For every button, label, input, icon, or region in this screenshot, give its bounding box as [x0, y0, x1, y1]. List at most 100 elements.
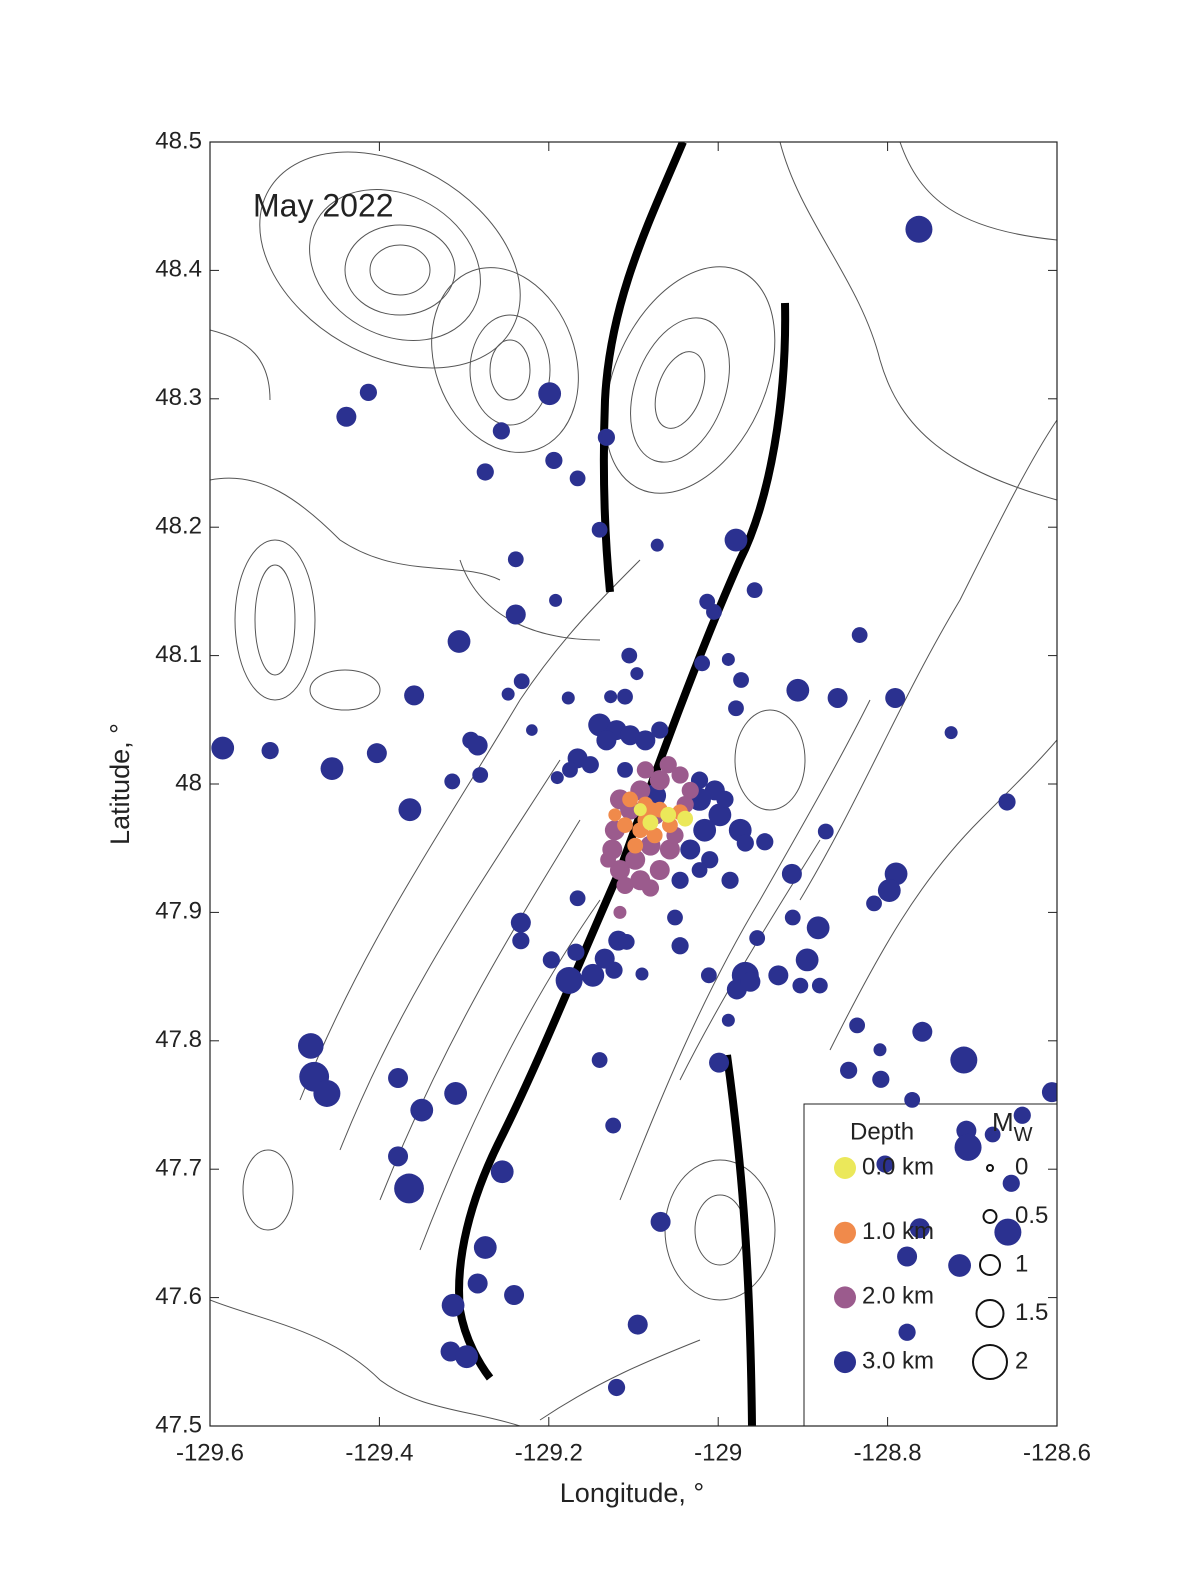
size-legend-label: 0: [1015, 1153, 1028, 1180]
contour: [344, 224, 456, 316]
event-point: [622, 791, 639, 808]
event-point: [604, 690, 618, 704]
event-point: [616, 876, 634, 895]
y-tick-label: 48.3: [155, 384, 202, 411]
y-tick-label: 48: [175, 769, 202, 796]
contour: [234, 539, 316, 701]
event-point: [650, 538, 664, 552]
event-point: [749, 930, 766, 946]
event-point: [700, 967, 717, 984]
event-point: [649, 770, 670, 791]
y-tick-label: 47.8: [155, 1026, 202, 1053]
event-point: [724, 528, 748, 552]
event-point: [636, 761, 654, 779]
event-point: [740, 971, 761, 992]
event-point: [667, 909, 683, 926]
event-point: [507, 551, 524, 568]
contour: [369, 244, 431, 296]
event-point: [605, 1117, 622, 1134]
contour: [619, 699, 871, 1201]
contour: [734, 709, 806, 811]
event-point: [994, 1218, 1022, 1246]
event-point: [827, 687, 848, 708]
event-point: [609, 860, 630, 881]
event-point: [708, 803, 732, 827]
event-point: [691, 862, 708, 878]
size-legend-label: 2: [1015, 1347, 1028, 1374]
event-point: [476, 463, 494, 481]
event-point: [591, 521, 608, 538]
legend-swatch: [834, 1157, 856, 1179]
event-point: [671, 871, 689, 889]
event-point: [597, 428, 615, 446]
size-legend-title: MW: [992, 1107, 1033, 1146]
event-point: [660, 806, 677, 823]
contour: [630, 317, 730, 463]
contour: [339, 759, 561, 1151]
event-point: [984, 1126, 1001, 1143]
event-point: [721, 1013, 735, 1027]
contour: [469, 314, 551, 426]
event-point: [600, 851, 616, 868]
event-point: [877, 879, 901, 902]
size-legend-label: 0.5: [1015, 1202, 1048, 1229]
y-tick-label: 48.5: [155, 127, 202, 154]
event-point: [851, 627, 868, 643]
event-point: [746, 582, 763, 599]
event-point: [562, 761, 578, 778]
contour: [242, 1149, 294, 1231]
y-tick-label: 48.2: [155, 513, 202, 540]
event-point: [872, 1070, 890, 1088]
event-point: [876, 1155, 894, 1173]
event-point: [620, 725, 641, 746]
event-point: [490, 1160, 514, 1184]
event-point: [1013, 1106, 1031, 1124]
size-legend-title-sub: W: [1014, 1124, 1033, 1146]
event-point: [561, 691, 575, 705]
x-tick-label: -129.2: [515, 1439, 583, 1466]
ridge-axis: [455, 302, 790, 1381]
event-point: [404, 685, 425, 706]
event-point: [545, 451, 563, 470]
legend-swatch: [834, 1351, 856, 1374]
contour: [431, 267, 579, 453]
event-point: [313, 1079, 341, 1107]
event-point: [394, 1173, 424, 1204]
x-tick-label: -128.8: [854, 1439, 922, 1466]
contour: [210, 329, 271, 401]
event-point: [948, 1254, 971, 1277]
event-point: [569, 890, 586, 907]
event-point: [905, 215, 933, 243]
event-point: [410, 1098, 434, 1122]
legend-label: 2.0 km: [862, 1283, 934, 1310]
event-point: [549, 593, 563, 607]
contour: [210, 477, 501, 581]
event-point: [671, 937, 689, 955]
contour: [829, 739, 1057, 1051]
x-axis-label: Longitude, °: [560, 1478, 704, 1508]
event-point: [786, 678, 810, 702]
y-tick-label: 48.1: [155, 641, 202, 668]
event-point: [366, 743, 387, 764]
event-point: [817, 823, 834, 840]
legend-swatch: [834, 1286, 856, 1309]
event-point: [733, 672, 749, 688]
contour: [254, 564, 296, 676]
size-legend-marker: [979, 1254, 1001, 1276]
event-point: [581, 963, 605, 987]
event-point: [649, 860, 670, 881]
event-point: [596, 730, 617, 751]
event-point: [513, 673, 530, 690]
contour: [419, 899, 601, 1251]
event-point: [627, 837, 644, 854]
event-point: [441, 1293, 465, 1317]
event-point: [728, 700, 744, 717]
event-point: [736, 834, 754, 852]
event-point: [297, 1033, 324, 1059]
event-point: [795, 948, 819, 972]
event-point: [792, 977, 809, 994]
legend-label: 1.0 km: [862, 1218, 934, 1245]
event-point: [627, 1314, 648, 1335]
event-point: [898, 1323, 916, 1341]
